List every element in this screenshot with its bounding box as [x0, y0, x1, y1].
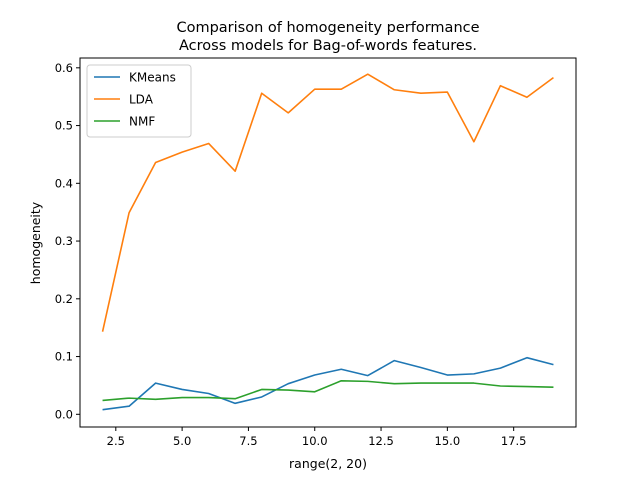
legend-label-lda: LDA: [129, 93, 154, 107]
chart-title-line-1: Comparison of homogeneity performance: [176, 20, 479, 36]
y-tick-label: 0.1: [55, 350, 73, 364]
y-tick-label: 0.6: [55, 61, 73, 75]
x-tick-label: 7.5: [239, 434, 257, 448]
y-axis-label: homogeneity: [28, 201, 43, 284]
series-line-kmeans: [102, 356, 554, 411]
x-tick-label: 15.0: [435, 434, 461, 448]
x-tick-label: 12.5: [368, 434, 394, 448]
y-tick-label: 0.0: [55, 407, 73, 421]
y-tick-label: 0.2: [55, 292, 73, 306]
x-tick-label: 5.0: [173, 434, 191, 448]
legend-label-nmf: NMF: [129, 115, 155, 129]
x-tick-label: 17.5: [501, 434, 527, 448]
y-tick-label: 0.3: [55, 234, 73, 248]
legend: [86, 64, 192, 138]
plot-area: 2.5 5.0 7.5 10.0 12.5 15.0 17.5 0.0 0.1 0.2 0.3 0.4…: [55, 61, 554, 448]
chart-title-line-2: Across models for Bag-of-words features.: [179, 38, 477, 54]
legend-label-kmeans: KMeans: [129, 71, 176, 85]
y-tick-label: 0.5: [55, 119, 73, 133]
axes-frame: [79, 57, 577, 428]
series-line-lda: [101, 73, 554, 332]
x-tick-label: 2.5: [107, 434, 125, 448]
y-tick-label: 0.4: [55, 176, 73, 190]
series-line-nmf: [102, 379, 554, 402]
x-axis-label: range(2, 20): [289, 456, 367, 471]
x-tick-label: 10.0: [302, 434, 328, 448]
